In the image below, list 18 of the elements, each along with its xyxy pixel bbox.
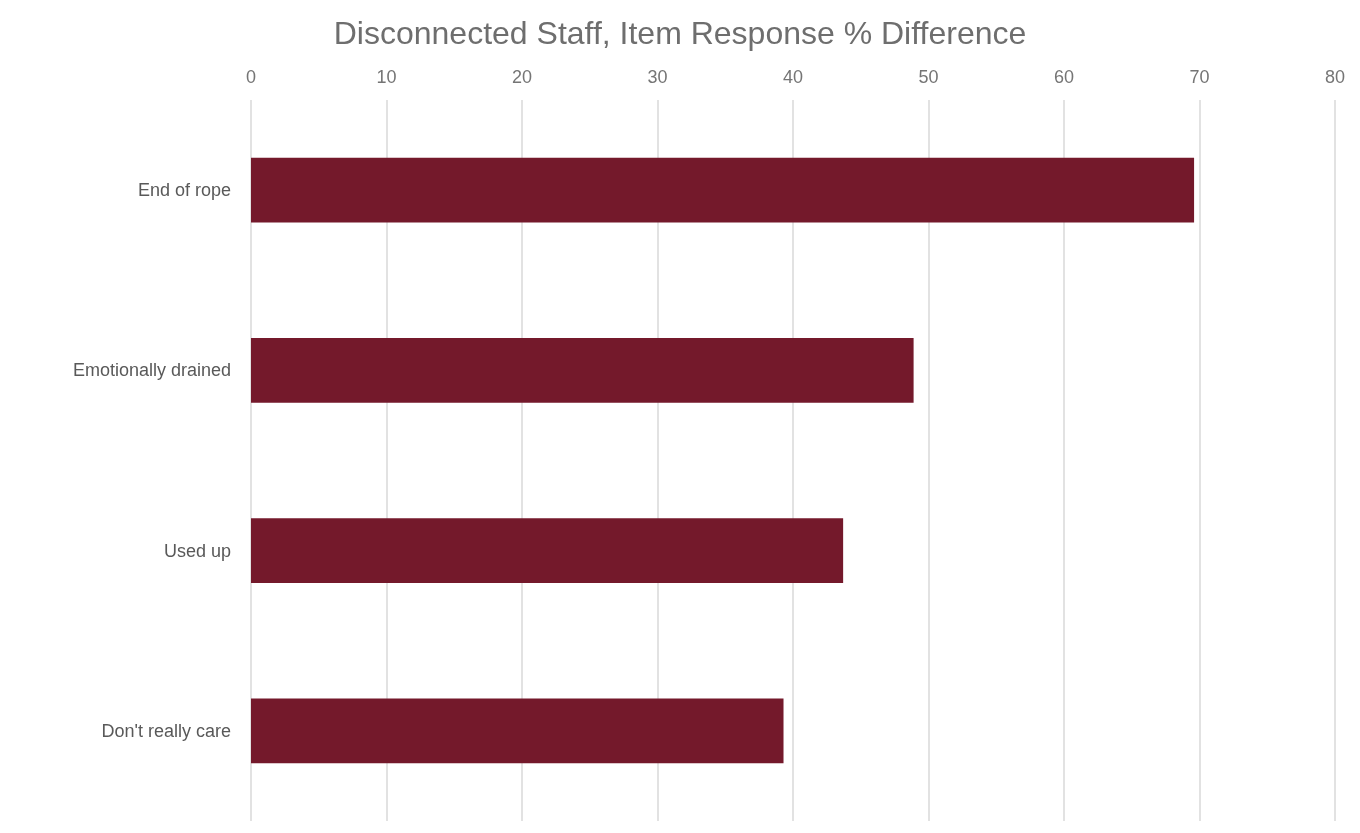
x-tick-label: 40 <box>782 67 804 87</box>
x-tick-label: 60 <box>1053 67 1075 87</box>
chart-title: Disconnected Staff, Item Response % Difference <box>333 15 1027 51</box>
bar <box>251 157 1195 223</box>
bar <box>251 698 784 764</box>
x-tick-label: 30 <box>647 67 668 87</box>
y-tick-label: Emotionally drained <box>72 360 231 381</box>
x-tick-label: 20 <box>511 67 533 87</box>
x-tick-label: 70 <box>1189 67 1210 87</box>
x-tick-label: 10 <box>376 67 397 87</box>
bar <box>251 337 914 403</box>
x-tick-label: 50 <box>918 67 939 87</box>
y-tick-label: End of rope <box>137 180 231 201</box>
bar <box>251 518 844 584</box>
x-tick-label: 80 <box>1324 67 1346 87</box>
y-tick-label: Don't really care <box>101 720 231 741</box>
y-tick-label: Used up <box>163 540 231 561</box>
x-tick-label: 0 <box>245 67 257 87</box>
